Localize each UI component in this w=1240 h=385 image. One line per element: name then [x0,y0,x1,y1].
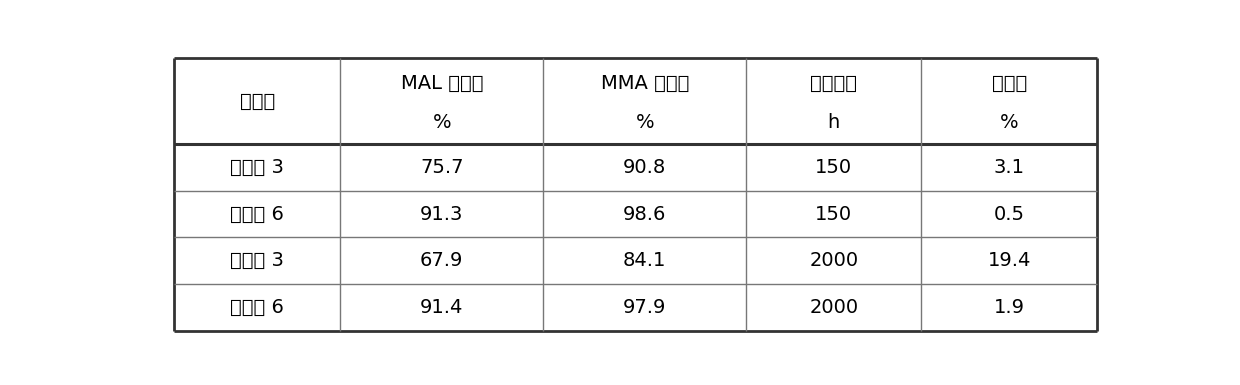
Text: 91.4: 91.4 [420,298,464,317]
Text: 84.1: 84.1 [622,251,666,270]
Text: 磨损率: 磨损率 [992,74,1027,93]
Text: 对比例 3: 对比例 3 [231,158,284,177]
Text: 运行时间: 运行时间 [811,74,857,93]
Text: MMA 选择性: MMA 选择性 [600,74,689,93]
Text: 对比例 3: 对比例 3 [231,251,284,270]
Text: 150: 150 [815,204,852,224]
Text: 2000: 2000 [810,251,858,270]
Text: 19.4: 19.4 [987,251,1030,270]
Text: 实施例 6: 实施例 6 [231,298,284,317]
Text: %: % [999,113,1018,132]
Text: 150: 150 [815,158,852,177]
Text: 2000: 2000 [810,298,858,317]
Text: %: % [433,113,451,132]
Text: 0.5: 0.5 [993,204,1024,224]
Text: h: h [828,113,839,132]
Text: %: % [635,113,653,132]
Text: 1.9: 1.9 [993,298,1024,317]
Text: 90.8: 90.8 [624,158,666,177]
Text: 97.9: 97.9 [622,298,666,317]
Text: 91.3: 91.3 [420,204,464,224]
Text: 98.6: 98.6 [622,204,666,224]
Text: 实施例: 实施例 [239,92,275,110]
Text: 67.9: 67.9 [420,251,464,270]
Text: 3.1: 3.1 [993,158,1024,177]
Text: 75.7: 75.7 [420,158,464,177]
Text: MAL 转化率: MAL 转化率 [401,74,484,93]
Text: 实施例 6: 实施例 6 [231,204,284,224]
